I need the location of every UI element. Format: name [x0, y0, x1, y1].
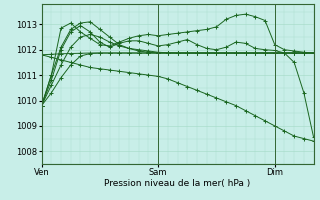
X-axis label: Pression niveau de la mer( hPa ): Pression niveau de la mer( hPa )	[104, 179, 251, 188]
